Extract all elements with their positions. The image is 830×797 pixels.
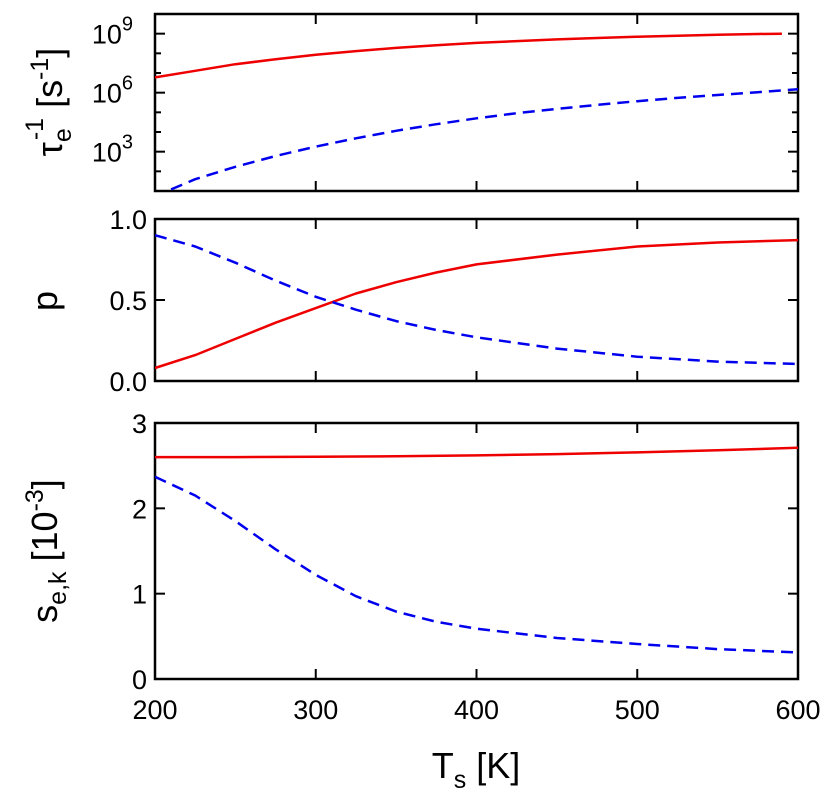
panel-s-ytick-label-0: 0 bbox=[132, 665, 147, 695]
panel-s-xtick-label-1: 300 bbox=[293, 695, 338, 725]
x-sub: s bbox=[454, 766, 467, 794]
tau-sub: e bbox=[49, 128, 77, 142]
panel-s-xtick-label-4: 600 bbox=[775, 695, 820, 725]
panel-tau-series-dashed-1 bbox=[170, 87, 798, 191]
panel-s-xtick-label-0: 200 bbox=[132, 695, 177, 725]
panel-tau-frame bbox=[153, 12, 800, 193]
panel-s-ytick-label-3: 3 bbox=[132, 409, 147, 439]
panel-tau-ytick-label-2: 109 bbox=[92, 14, 133, 50]
x-symbol: T bbox=[432, 745, 454, 786]
tau-unit-close: ] bbox=[29, 48, 70, 58]
panel-p-series-dashed-1 bbox=[155, 233, 798, 366]
panel-p-ytick-label-2: 1.0 bbox=[109, 205, 147, 235]
panel-s-series-dashed-1 bbox=[155, 475, 798, 654]
panel-tau-ytick-label-1: 106 bbox=[92, 73, 133, 109]
panel-s-series-solid-0 bbox=[155, 446, 798, 459]
panel-s-xtick-label-2: 400 bbox=[454, 695, 499, 725]
panel-s-frame bbox=[153, 421, 800, 681]
s-symbol: s bbox=[24, 605, 65, 623]
panel-s-xtick-label-3: 500 bbox=[615, 695, 660, 725]
tau-sup: -1 bbox=[21, 118, 49, 140]
s-unit-close: ] bbox=[24, 479, 65, 489]
x-axis-label: Ts [K] bbox=[432, 745, 521, 794]
tau-unit-sup: -1 bbox=[26, 58, 54, 80]
panel-s-ytick-label-1: 1 bbox=[132, 580, 147, 610]
tau-symbol: τ bbox=[29, 142, 70, 156]
panel-s-ytick-label-2: 2 bbox=[132, 494, 147, 524]
x-unit: [K] bbox=[466, 745, 520, 786]
panel-p-ytick-label-1: 0.5 bbox=[109, 286, 147, 316]
s-sub: e,k bbox=[44, 571, 72, 605]
panel-p-ylabel: p bbox=[24, 291, 65, 311]
panel-p-ytick-label-0: 0.0 bbox=[109, 367, 147, 397]
panel-tau-ytick-label-0: 103 bbox=[92, 132, 133, 168]
panel-p: 0.0 0.5 1.0 p bbox=[24, 205, 800, 397]
s-unit-open: [10 bbox=[24, 511, 65, 571]
tau-unit-open: [s bbox=[29, 80, 70, 118]
panel-s-ylabel: se,k [10-3] bbox=[21, 479, 72, 623]
panel-tau-series-solid-0 bbox=[155, 32, 782, 79]
panel-tau-ylabel: τe-1 [s-1] bbox=[21, 48, 77, 157]
s-unit-sup: -3 bbox=[21, 489, 49, 511]
panel-p-series-solid-0 bbox=[155, 238, 798, 370]
